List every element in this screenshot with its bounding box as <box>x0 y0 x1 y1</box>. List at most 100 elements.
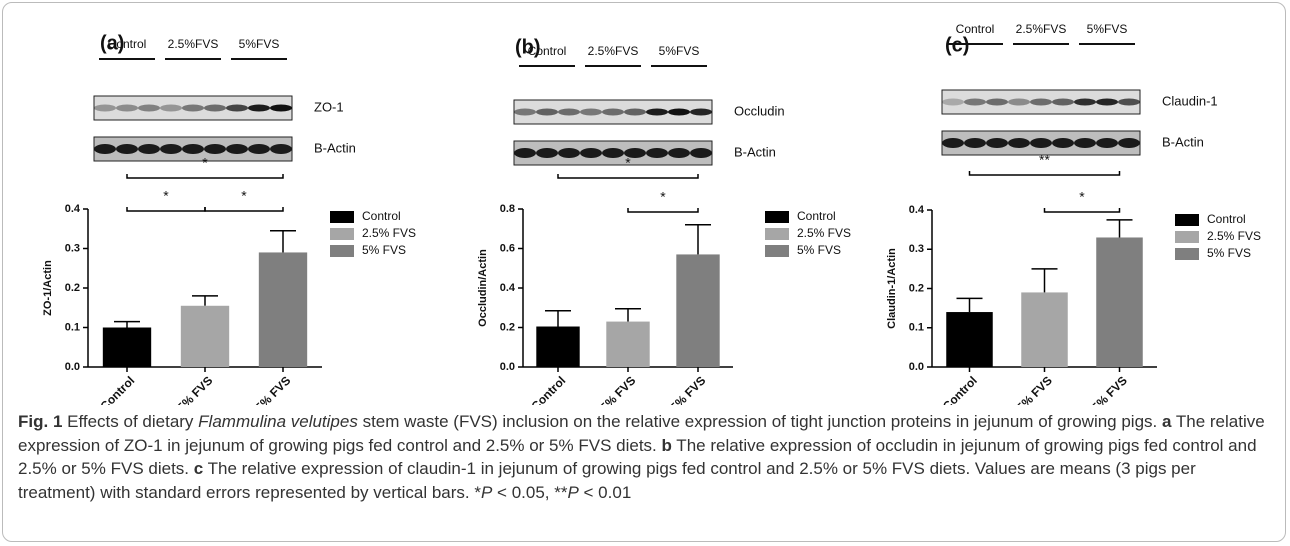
blot-band <box>690 109 712 116</box>
significance-label: * <box>163 188 169 204</box>
bar <box>259 252 307 367</box>
blot-band <box>964 99 986 106</box>
x-tick-label: 5% FVS <box>252 373 293 405</box>
blot-band <box>226 144 248 154</box>
bar <box>536 327 579 367</box>
blot-band <box>986 99 1008 106</box>
lane-label: Control <box>108 37 147 51</box>
blot-band <box>580 109 602 116</box>
significance-label: * <box>241 188 247 204</box>
caption-text: P <box>567 483 578 502</box>
blot-band <box>1118 99 1140 106</box>
caption-text: Effects of dietary <box>62 412 198 431</box>
significance-bracket <box>558 174 698 178</box>
y-tick-label: 0.4 <box>65 203 81 215</box>
legend-label: Control <box>797 209 836 223</box>
y-tick-label: 0.3 <box>909 243 924 255</box>
blot-band <box>116 144 138 154</box>
y-tick-label: 0.1 <box>909 322 924 334</box>
blot-band <box>226 105 248 112</box>
blot-band <box>646 148 668 158</box>
bar <box>606 322 649 367</box>
caption-text: < 0.05, ** <box>492 483 567 502</box>
blot-band <box>1030 138 1052 148</box>
y-tick-label: 0.6 <box>500 242 515 254</box>
blot-label: B-Actin <box>1162 134 1204 149</box>
y-tick-label: 0.2 <box>65 282 80 294</box>
blot-band <box>1096 99 1118 106</box>
blot-band <box>204 144 226 154</box>
blot-band <box>204 105 226 112</box>
legend-swatch <box>1175 231 1199 243</box>
bar <box>181 306 229 367</box>
lane-label: 2.5%FVS <box>1016 22 1067 36</box>
significance-bracket <box>205 207 283 211</box>
blot-band <box>182 105 204 112</box>
lane-label: Control <box>956 22 995 36</box>
blot-band <box>138 105 160 112</box>
significance-label: ** <box>1039 152 1050 168</box>
blot-band <box>270 105 292 112</box>
significance-label: * <box>202 155 208 171</box>
blot-band <box>182 144 204 154</box>
caption-text: c <box>194 459 203 478</box>
significance-bracket <box>127 174 283 178</box>
x-tick-label: 5% FVS <box>1089 373 1130 405</box>
blot-band <box>514 148 536 158</box>
significance-bracket <box>1045 208 1120 212</box>
blot-band <box>248 144 270 154</box>
y-axis-label: Claudin-1/Actin <box>886 248 898 329</box>
blot-band <box>624 109 646 116</box>
caption-text: < 0.01 <box>579 483 631 502</box>
lane-label: 5%FVS <box>239 37 280 51</box>
blot-band <box>580 148 602 158</box>
blot-band <box>986 138 1008 148</box>
legend-label: 2.5% FVS <box>1207 229 1261 243</box>
x-tick-label: Control <box>97 373 137 405</box>
x-tick-label: 2.5% FVS <box>1007 373 1055 405</box>
blot-band <box>646 109 668 116</box>
legend-label: Control <box>362 209 401 223</box>
blot-label: B-Actin <box>314 140 356 155</box>
caption: Fig. 1 Effects of dietary Flammulina vel… <box>18 410 1273 504</box>
blot-band <box>1008 99 1030 106</box>
bar <box>103 328 151 368</box>
caption-text: P <box>481 483 492 502</box>
blot-band <box>602 148 624 158</box>
legend-label: 5% FVS <box>362 243 406 257</box>
blot-band <box>138 144 160 154</box>
blot-label: B-Actin <box>734 144 776 159</box>
blot-band <box>668 109 690 116</box>
y-tick-label: 0.0 <box>500 361 515 373</box>
blot-band <box>248 105 270 112</box>
significance-label: * <box>660 189 666 205</box>
legend-label: 2.5% FVS <box>362 226 416 240</box>
caption-text: Flammulina velutipes <box>198 412 358 431</box>
y-tick-label: 0.3 <box>65 242 80 254</box>
blot-band <box>270 144 292 154</box>
y-tick-label: 0.0 <box>909 361 924 373</box>
x-tick-label: Control <box>528 373 568 405</box>
blot-band <box>1096 138 1118 148</box>
caption-text: stem waste (FVS) inclusion on the relati… <box>358 412 1162 431</box>
lane-label: 5%FVS <box>659 44 700 58</box>
bar <box>676 254 719 367</box>
blot-band <box>536 148 558 158</box>
x-tick-label: Control <box>940 373 980 405</box>
blot-band <box>668 148 690 158</box>
significance-label: * <box>625 155 631 171</box>
legend-swatch <box>330 228 354 240</box>
caption-text: Fig. 1 <box>18 412 62 431</box>
y-axis-label: ZO-1/Actin <box>42 260 54 316</box>
legend-label: 5% FVS <box>1207 246 1251 260</box>
blot-band <box>160 144 182 154</box>
lane-label: 2.5%FVS <box>588 44 639 58</box>
significance-label: * <box>1079 189 1085 205</box>
significance-bracket <box>127 207 205 211</box>
blot-band <box>94 144 116 154</box>
blot-band <box>1074 99 1096 106</box>
page: (a)Control2.5%FVS5%FVSZO-1B-Actin0.00.10… <box>0 0 1290 546</box>
lane-label: 5%FVS <box>1087 22 1128 36</box>
blot-band <box>942 138 964 148</box>
bar <box>1021 292 1068 367</box>
